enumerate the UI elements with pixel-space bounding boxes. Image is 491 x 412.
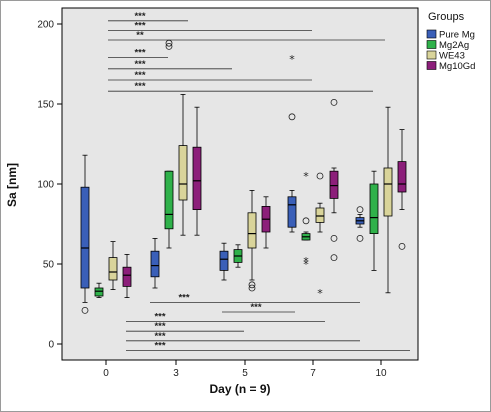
y-axis-title: Sa [nm] xyxy=(5,163,19,207)
y-tick-label: 200 xyxy=(37,20,54,31)
x-tick-label: 3 xyxy=(173,368,179,379)
outlier-layer: ***** xyxy=(81,39,406,314)
outlier-circle xyxy=(398,242,406,250)
plot-area xyxy=(61,7,419,361)
x-tick-label: 5 xyxy=(242,368,248,379)
outlier-circle xyxy=(165,39,173,47)
outlier-circle xyxy=(248,284,256,292)
box-mg10gd-day-3 xyxy=(192,106,202,236)
outlier-circle xyxy=(330,234,338,242)
significance-label: *** xyxy=(134,59,145,70)
outlier-circle xyxy=(302,217,310,225)
significance-label: *** xyxy=(134,11,145,22)
legend-label: WE43 xyxy=(439,51,465,62)
box-body xyxy=(150,250,160,278)
y-tick-label: 100 xyxy=(37,180,54,191)
significance-label: *** xyxy=(154,321,165,332)
legend-swatch xyxy=(426,61,437,70)
legend-label: Mg2Ag xyxy=(439,40,469,51)
box-we43-day-10 xyxy=(383,106,393,294)
legend-label: Mg10Gd xyxy=(439,61,475,72)
outlier-circle xyxy=(356,206,364,214)
box-pure-mg-day-3 xyxy=(150,237,160,289)
x-tick-label: 0 xyxy=(103,368,109,379)
box-body xyxy=(219,250,229,271)
box-mg2ag-day-10 xyxy=(369,170,379,271)
significance-label: *** xyxy=(134,81,145,92)
box-we43-day-7 xyxy=(315,202,325,233)
box-body xyxy=(122,266,132,287)
box-pure-mg-day-0 xyxy=(80,154,90,303)
box-pure-mg-day-10 xyxy=(355,213,365,228)
significance-label: *** xyxy=(154,340,165,351)
outlier-star: * xyxy=(303,170,309,183)
outlier-circle xyxy=(288,113,296,121)
legend-label: Pure Mg xyxy=(439,30,475,41)
box-mg10gd-day-7 xyxy=(329,167,339,214)
y-tick-label: 50 xyxy=(43,260,55,271)
box-we43-day-5 xyxy=(247,189,257,281)
box-body xyxy=(178,145,188,201)
box-mg10gd-day-10 xyxy=(397,129,407,211)
outlier-circle xyxy=(81,306,89,314)
x-axis-title: Day (n = 9) xyxy=(209,382,270,396)
box-body xyxy=(315,207,325,223)
outlier-circle xyxy=(165,43,173,50)
significance-label: *** xyxy=(250,302,261,313)
outlier-circle xyxy=(330,254,338,262)
box-body xyxy=(369,183,379,234)
outlier-star: * xyxy=(289,53,295,66)
outlier-star: * xyxy=(303,255,309,268)
box-mg2ag-day-0 xyxy=(94,282,104,299)
outlier-circle xyxy=(316,172,324,180)
x-tick-label: 10 xyxy=(375,368,387,379)
outlier-star: * xyxy=(303,258,309,271)
x-tick-label: 7 xyxy=(310,368,316,379)
significance-label: *** xyxy=(134,48,145,59)
significance-label: *** xyxy=(178,292,189,303)
box-body xyxy=(247,212,257,249)
box-layer xyxy=(80,94,407,303)
box-pure-mg-day-5 xyxy=(219,242,229,281)
outlier-circle xyxy=(248,281,256,289)
y-tick-label: 0 xyxy=(48,340,54,351)
significance-label: *** xyxy=(154,312,165,323)
box-body xyxy=(287,196,297,228)
significance-label: *** xyxy=(134,20,145,31)
box-mg2ag-day-3 xyxy=(164,170,174,249)
box-we43-day-3 xyxy=(178,94,188,236)
box-mg10gd-day-0 xyxy=(122,253,132,299)
box-pure-mg-day-7 xyxy=(287,189,297,233)
y-axis: 0 50 100 150 200 xyxy=(37,20,62,351)
x-axis: 0 3 5 7 10 xyxy=(103,360,387,379)
outlier-circle xyxy=(356,234,364,242)
box-body xyxy=(383,167,393,217)
box-body xyxy=(164,170,174,230)
outlier-star: * xyxy=(317,287,323,300)
significance-label: ** xyxy=(136,30,144,41)
box-body xyxy=(329,170,339,199)
box-mg2ag-day-5 xyxy=(233,244,243,268)
significance-label: *** xyxy=(134,70,145,81)
legend-title: Groups xyxy=(428,11,465,23)
y-tick-label: 150 xyxy=(37,100,54,111)
box-body xyxy=(397,161,407,193)
significance-layer: ************************************** xyxy=(108,11,410,351)
legend-swatch xyxy=(426,40,437,49)
box-body xyxy=(108,257,118,281)
legend-swatch xyxy=(426,50,437,60)
outlier-circle xyxy=(330,99,338,106)
box-body xyxy=(80,186,90,289)
box-mg2ag-day-7 xyxy=(301,231,311,241)
box-mg10gd-day-5 xyxy=(261,196,271,249)
box-we43-day-0 xyxy=(108,241,118,291)
significance-label: *** xyxy=(154,331,165,342)
box-body xyxy=(94,287,104,297)
box-body xyxy=(192,146,202,210)
legend-swatch xyxy=(426,29,437,39)
